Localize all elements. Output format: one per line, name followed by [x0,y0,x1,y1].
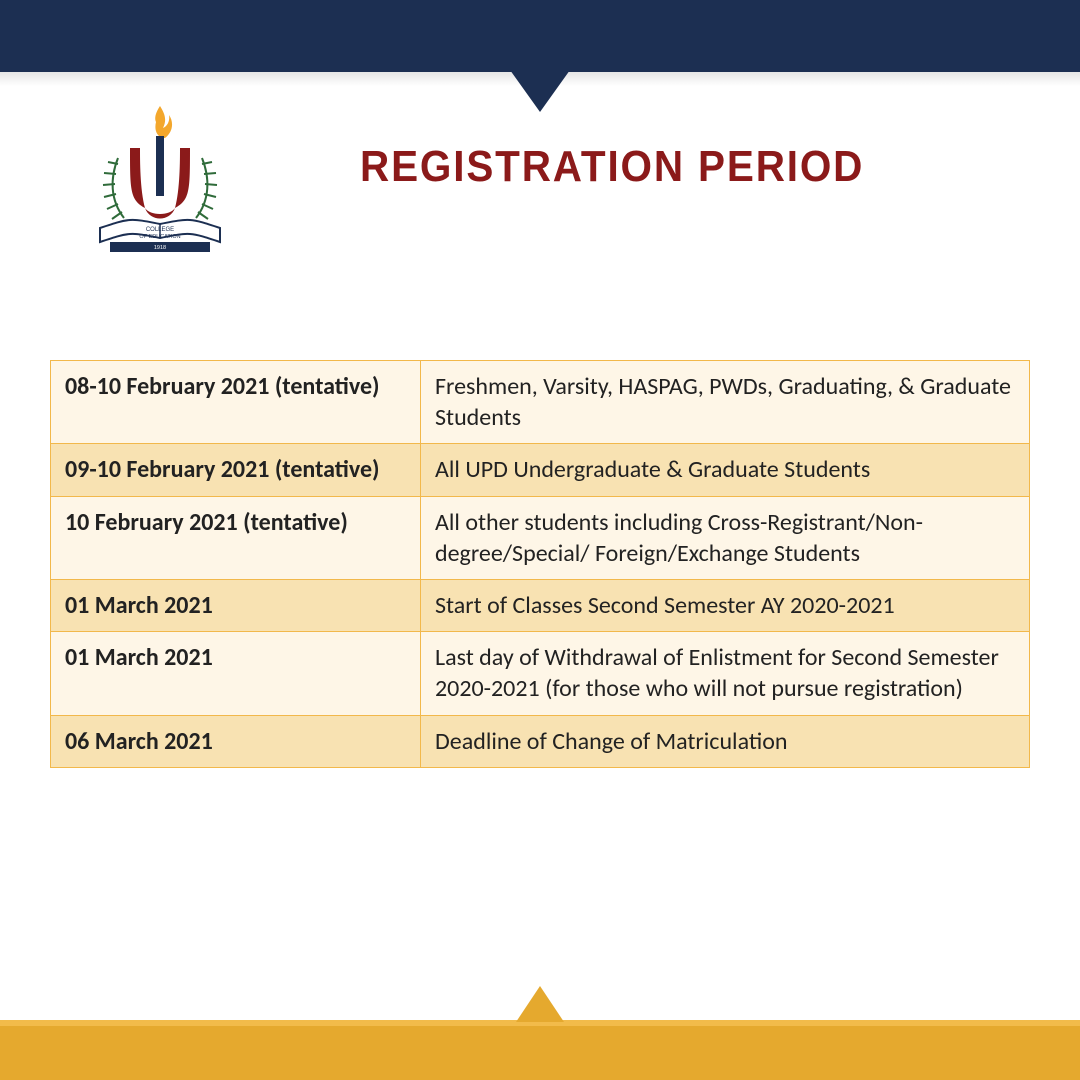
desc-cell: All UPD Undergraduate & Graduate Student… [421,444,1030,496]
table-row: 10 February 2021 (tentative) All other s… [51,496,1030,579]
date-cell: 01 March 2021 [51,632,421,715]
page: COLLEGE OF EDUCATION 1918 REGISTRATION P… [0,0,1080,1080]
bottom-bar [0,1026,1080,1080]
page-title: REGISTRATION PERIOD [360,142,864,192]
date-cell: 09-10 February 2021 (tentative) [51,444,421,496]
table-row: 09-10 February 2021 (tentative) All UPD … [51,444,1030,496]
date-cell: 10 February 2021 (tentative) [51,496,421,579]
desc-cell: Last day of Withdrawal of Enlistment for… [421,632,1030,715]
top-notch-triangle-icon [510,70,570,112]
logo-text-line2: OF EDUCATION [139,234,180,240]
registration-schedule-table: 08-10 February 2021 (tentative) Freshmen… [50,360,1030,768]
desc-cell: All other students including Cross-Regis… [421,496,1030,579]
desc-cell: Start of Classes Second Semester AY 2020… [421,579,1030,631]
college-logo: COLLEGE OF EDUCATION 1918 [70,100,250,280]
desc-cell: Deadline of Change of Matriculation [421,715,1030,767]
desc-cell: Freshmen, Varsity, HASPAG, PWDs, Graduat… [421,361,1030,444]
table-body: 08-10 February 2021 (tentative) Freshmen… [51,361,1030,768]
date-cell: 08-10 February 2021 (tentative) [51,361,421,444]
bottom-notch-triangle-icon [516,986,564,1022]
table-row: 01 March 2021 Last day of Withdrawal of … [51,632,1030,715]
top-bar [0,0,1080,72]
table-row: 06 March 2021 Deadline of Change of Matr… [51,715,1030,767]
table-row: 01 March 2021 Start of Classes Second Se… [51,579,1030,631]
logo-text-line1: COLLEGE [146,227,174,233]
table-row: 08-10 February 2021 (tentative) Freshmen… [51,361,1030,444]
college-logo-svg: COLLEGE OF EDUCATION 1918 [70,100,250,280]
date-cell: 06 March 2021 [51,715,421,767]
date-cell: 01 March 2021 [51,579,421,631]
logo-text-line3: 1918 [154,245,166,251]
